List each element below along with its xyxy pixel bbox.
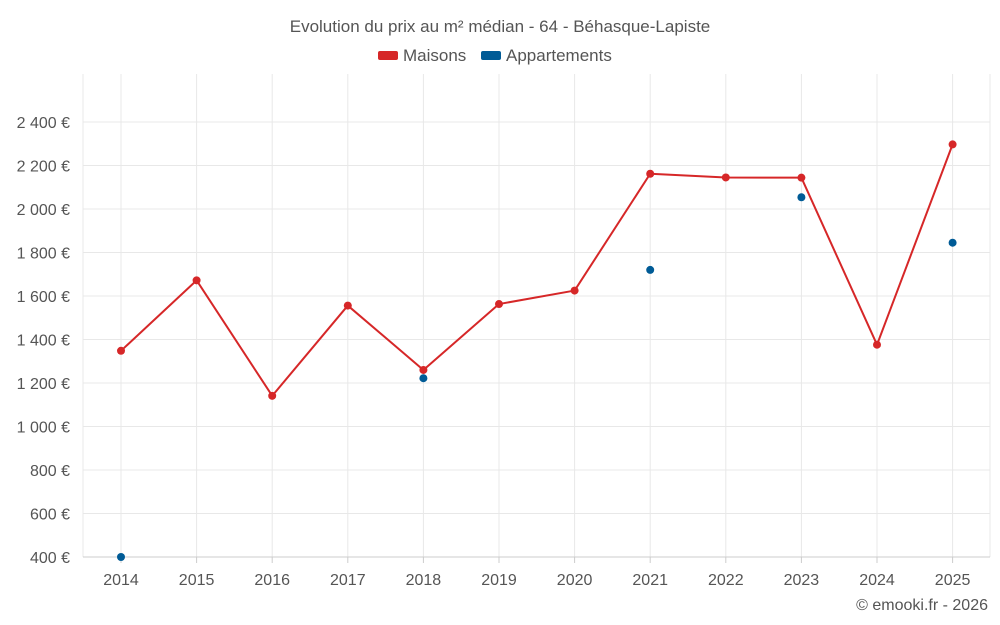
- legend-item-maisons[interactable]: Maisons: [378, 46, 466, 65]
- data-point-appartements[interactable]: [646, 265, 655, 274]
- legend-item-appartements[interactable]: Appartements: [481, 46, 612, 65]
- data-point-maisons[interactable]: [117, 346, 125, 355]
- legend-swatch-maisons: [378, 51, 398, 60]
- data-point-maisons[interactable]: [495, 300, 503, 309]
- x-tick-label: 2015: [179, 572, 215, 589]
- y-tick-label: 400 €: [30, 550, 70, 567]
- y-tick-label: 1 000 €: [17, 420, 70, 437]
- y-tick-label: 1 400 €: [17, 333, 70, 350]
- y-tick-label: 1 600 €: [17, 289, 70, 306]
- legend: Maisons Appartements: [378, 46, 612, 65]
- x-tick-label: 2025: [935, 572, 971, 589]
- series-appartements: [117, 193, 957, 561]
- y-tick-label: 1 800 €: [17, 246, 70, 263]
- x-tick-label: 2016: [254, 572, 290, 589]
- x-axis-ticks: 2014 2015 2016 2017 2018 2019 2020 2021 2022 2023…: [83, 556, 990, 589]
- series: [117, 140, 957, 561]
- x-tick-label: 2022: [708, 572, 744, 589]
- data-point-appartements[interactable]: [797, 193, 806, 202]
- x-tick-label: 2024: [859, 572, 895, 589]
- x-tick-label: 2021: [632, 572, 668, 589]
- y-axis-ticks: 400 € 600 € 800 € 1 000 € 1 200 € 1 400 € 1 60…: [17, 115, 70, 567]
- data-point-maisons[interactable]: [873, 340, 881, 349]
- x-tick-label: 2018: [406, 572, 442, 589]
- x-tick-label: 2014: [103, 572, 139, 589]
- data-point-maisons[interactable]: [797, 173, 806, 182]
- y-tick-label: 600 €: [30, 507, 70, 524]
- data-point-maisons[interactable]: [419, 365, 428, 374]
- data-point-maisons[interactable]: [721, 173, 730, 182]
- data-point-appartements[interactable]: [948, 238, 957, 247]
- x-tick-label: 2019: [481, 572, 517, 589]
- x-tick-label: 2020: [557, 572, 593, 589]
- y-tick-label: 800 €: [30, 463, 70, 480]
- data-point-appartements[interactable]: [419, 374, 428, 383]
- data-point-maisons[interactable]: [948, 140, 957, 149]
- y-tick-label: 2 000 €: [17, 202, 70, 219]
- x-tick-label: 2017: [330, 572, 366, 589]
- data-point-maisons[interactable]: [192, 276, 201, 285]
- y-tick-label: 1 200 €: [17, 376, 70, 393]
- legend-label-maisons: Maisons: [403, 46, 466, 65]
- series-maisons: [117, 140, 957, 400]
- data-point-maisons[interactable]: [343, 301, 352, 310]
- legend-label-appartements: Appartements: [506, 46, 612, 65]
- data-point-maisons[interactable]: [646, 169, 655, 178]
- chart-title: Evolution du prix au m² médian - 64 - Bé…: [290, 17, 711, 36]
- series-line-maisons: [120, 144, 954, 397]
- y-tick-label: 2 400 €: [17, 115, 70, 132]
- data-point-appartements[interactable]: [117, 553, 125, 561]
- credit-text: © emooki.fr - 2026: [856, 597, 988, 614]
- y-tick-label: 2 200 €: [17, 159, 70, 176]
- data-point-maisons[interactable]: [570, 286, 579, 295]
- data-point-maisons[interactable]: [268, 391, 277, 400]
- legend-swatch-appartements: [481, 51, 501, 60]
- x-tick-label: 2023: [784, 572, 820, 589]
